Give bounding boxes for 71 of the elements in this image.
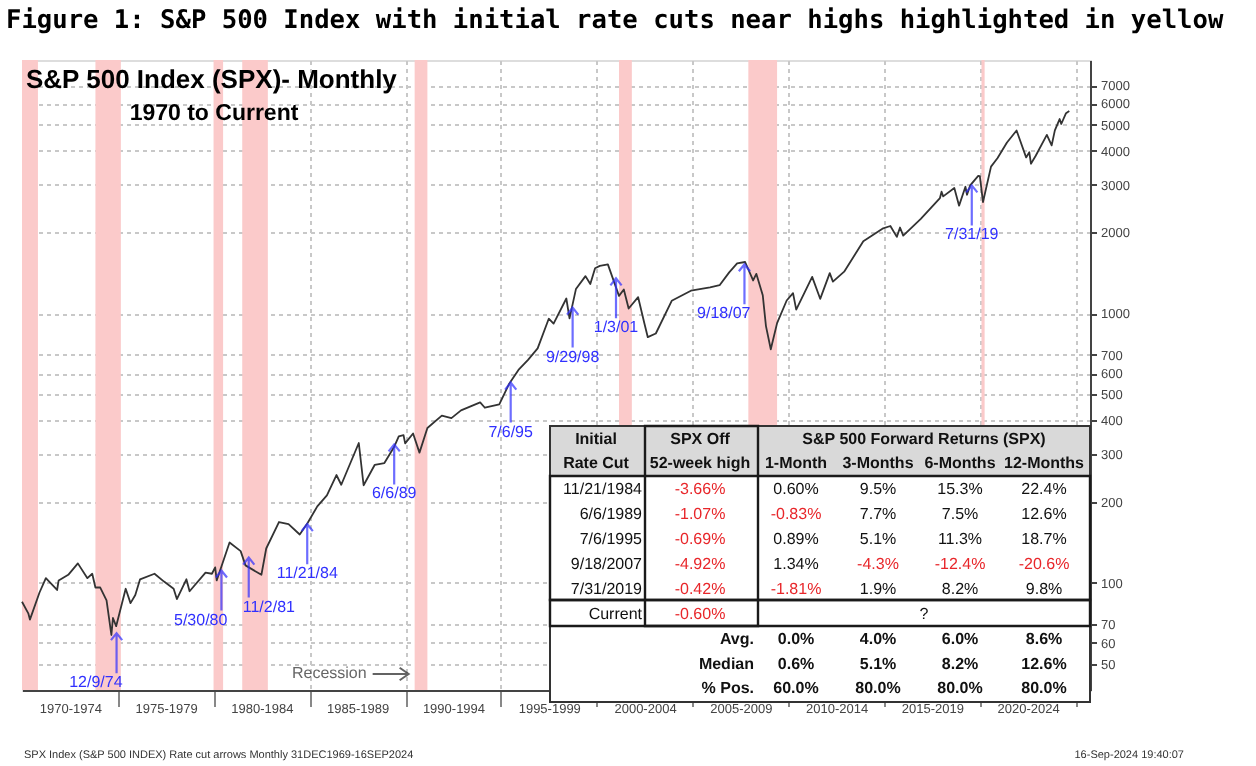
annotation: 8.6% — [1025, 630, 1063, 648]
annotation: 0.89% — [773, 530, 819, 548]
annotation: -0.42% — [674, 580, 726, 598]
annotation: 12-Months — [1004, 454, 1086, 472]
annotation: % Pos. — [701, 679, 754, 698]
annotation: 11/21/1984 — [563, 480, 644, 498]
annotation: 9/18/07 — [697, 304, 752, 323]
annotation: -1.81% — [770, 580, 822, 598]
annotation: -0.83% — [770, 505, 822, 523]
annotation: 11/21/84 — [276, 564, 339, 583]
annotation: 3-Months — [842, 454, 915, 472]
annotation: 0.0% — [777, 630, 815, 648]
annotation: 9/18/2007 — [570, 555, 644, 573]
annotation: 7.5% — [941, 505, 979, 523]
annotation: 8.2% — [941, 654, 979, 673]
annotation: 7/6/1995 — [579, 530, 644, 548]
annotation: 7.7% — [859, 505, 897, 523]
annotation: 1/3/01 — [593, 318, 640, 337]
annotation: 11/2/81 — [242, 597, 297, 616]
annotation: 5.1% — [859, 530, 897, 548]
annotation: 6/6/1989 — [579, 505, 644, 523]
annotation: -12.4% — [934, 555, 986, 573]
annotation: 52-week high — [649, 454, 751, 472]
annotation: 18.7% — [1021, 530, 1067, 548]
annotation: 0.6% — [777, 654, 815, 673]
annotation: 12.6% — [1021, 654, 1067, 673]
annotation: 60.0% — [773, 679, 819, 698]
annotation: 7/6/95 — [488, 422, 535, 441]
annotation: Current — [588, 605, 644, 623]
annotation: 1.34% — [773, 555, 819, 573]
annotation: 8.2% — [941, 580, 979, 598]
annotation: 12.6% — [1021, 505, 1067, 523]
annotation: 9/29/98 — [545, 347, 601, 366]
annotation: Initial — [575, 430, 617, 448]
annotation: 9.8% — [1025, 580, 1063, 598]
annotation: 0.60% — [773, 480, 819, 498]
annotation: 80.0% — [937, 679, 983, 698]
annotation: -20.6% — [1018, 555, 1070, 573]
annotation: ? — [919, 605, 930, 623]
annotation: 4.0% — [859, 630, 897, 648]
annotation: 6-Months — [924, 454, 997, 472]
annotation: 1-Month — [764, 454, 828, 472]
annotation: 15.3% — [937, 480, 983, 498]
annotation: SPX Off — [670, 430, 731, 448]
annotation: 7/31/2019 — [570, 580, 644, 598]
annotation: 1970 to Current — [129, 102, 299, 126]
annotation: Rate Cut — [563, 454, 630, 472]
annotation: -4.3% — [857, 555, 899, 573]
annotation: 22.4% — [1021, 480, 1067, 498]
chart-title: Figure 1: S&P 500 Index with initial rate cuts near highs highlighted in yellow — [6, 6, 1224, 36]
annotation: 12/9/74 — [69, 673, 124, 692]
annotation: -4.92% — [674, 555, 726, 573]
annotation: 5/30/80 — [174, 610, 229, 629]
annotation: -3.66% — [674, 480, 726, 498]
annotation: 80.0% — [1021, 679, 1067, 698]
annotation: 5.1% — [859, 654, 897, 673]
annotation: 1.9% — [859, 580, 897, 598]
annotation: -0.69% — [674, 530, 726, 548]
annotation: 9.5% — [859, 480, 897, 498]
annotation: -1.07% — [674, 505, 726, 523]
annotation: 6/6/89 — [371, 484, 418, 503]
annotation: 80.0% — [855, 679, 901, 698]
annotation: Avg. — [719, 630, 754, 648]
annotation: Median — [698, 654, 755, 673]
annotation: 11.3% — [937, 530, 983, 548]
annotation: -0.60% — [674, 605, 726, 623]
annotation: S&P 500 Forward Returns (SPX) — [802, 430, 1047, 448]
annotation: 6.0% — [941, 630, 979, 648]
band-label: Recession — [291, 664, 367, 682]
chart-subtitle: S&P 500 Index (SPX)- Monthly — [26, 64, 399, 94]
annotation: 7/31/19 — [945, 225, 1000, 244]
